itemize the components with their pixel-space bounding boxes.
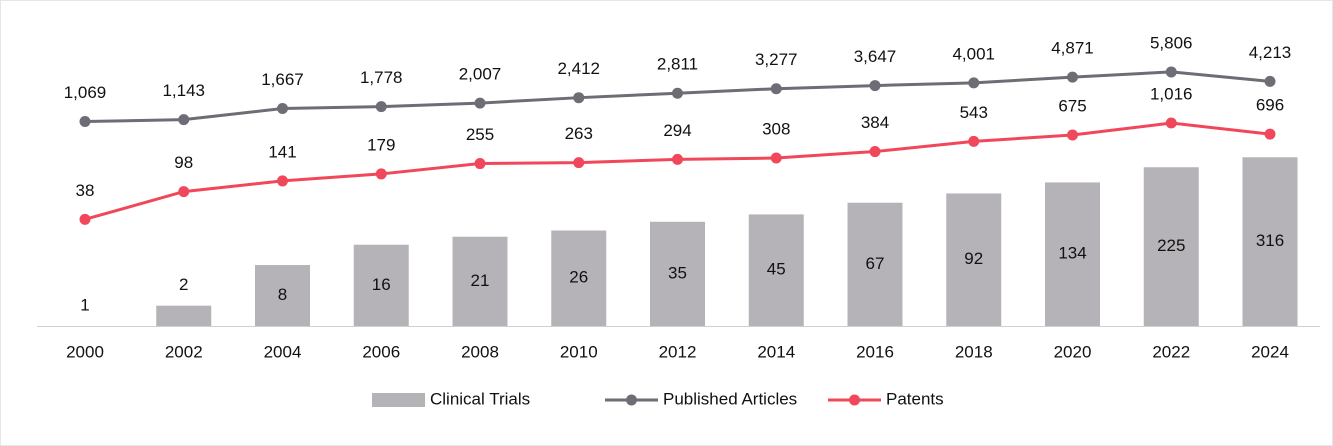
line-value-label: 384: [861, 113, 889, 132]
line-point: [672, 87, 683, 99]
line-point: [79, 116, 91, 128]
bar: [156, 305, 212, 326]
line-value-label: 4,213: [1249, 43, 1292, 62]
line-value-label: 4,001: [952, 44, 995, 63]
line-point: [1165, 117, 1177, 129]
bar-value-label: 45: [767, 260, 786, 279]
line-point: [1264, 128, 1276, 140]
x-tick-label: 2008: [461, 342, 499, 361]
line-value-label: 141: [268, 142, 296, 161]
line-point: [869, 146, 881, 158]
line-point: [178, 114, 190, 126]
line-value-label: 1,069: [64, 83, 107, 102]
line-point: [869, 80, 881, 92]
bar: [353, 244, 409, 326]
bar: [1143, 167, 1199, 326]
line-value-label: 2,007: [459, 65, 502, 84]
x-tick-label: 2014: [757, 342, 795, 361]
x-tick-label: 2002: [165, 342, 203, 361]
bar-value-label: 21: [471, 271, 490, 290]
bar: [946, 193, 1002, 326]
line-value-label: 1,143: [162, 81, 205, 100]
x-tick-label: 2012: [659, 342, 697, 361]
line-value-label: 543: [960, 103, 988, 122]
line-point: [1165, 66, 1177, 78]
line-value-label: 2,412: [557, 59, 600, 78]
line-value-label: 308: [762, 120, 790, 139]
line-point: [375, 101, 387, 113]
line-value-label: 4,871: [1051, 39, 1094, 58]
legend-marker: [849, 394, 860, 406]
line-value-label: 3,647: [854, 47, 897, 66]
x-tick-label: 2018: [955, 342, 993, 361]
bar-value-label: 8: [278, 285, 287, 304]
bar-value-label: 16: [372, 275, 391, 294]
line-point: [1067, 129, 1078, 141]
line-point: [573, 92, 585, 104]
line-point: [375, 168, 387, 180]
line-value-label: 696: [1256, 96, 1284, 115]
legend-label: Published Articles: [663, 389, 797, 408]
x-tick-label: 2004: [264, 342, 302, 361]
bar: [748, 214, 804, 326]
legend-marker: [626, 394, 637, 406]
line-value-label: 2,811: [657, 55, 698, 74]
bar: [847, 202, 903, 326]
line-value-label: 263: [565, 124, 593, 143]
legend-swatch: [372, 393, 425, 407]
bar: [551, 230, 607, 326]
x-tick-label: 2020: [1054, 342, 1092, 361]
x-tick-label: 2000: [66, 342, 104, 361]
bar: [452, 236, 508, 326]
line-value-label: 1,016: [1150, 85, 1193, 104]
line-point: [573, 157, 585, 169]
line-point: [770, 152, 782, 164]
line-value-label: 255: [466, 125, 494, 144]
line-value-label: 38: [76, 181, 95, 200]
line-value-label: 294: [663, 121, 691, 140]
bar-value-label: 134: [1058, 244, 1086, 263]
line-point: [770, 83, 782, 95]
line-point: [277, 175, 288, 187]
line-value-label: 3,277: [755, 50, 798, 69]
line-value-label: 179: [367, 135, 395, 154]
line-point: [178, 186, 190, 198]
legend-label: Clinical Trials: [430, 389, 530, 408]
line-value-label: 1,778: [360, 68, 403, 87]
bar-value-label: 26: [569, 268, 588, 287]
bar-value-label: 1: [80, 295, 89, 314]
line-value-label: 1,667: [261, 70, 304, 89]
bar-value-label: 2: [179, 275, 188, 294]
line-point: [474, 97, 486, 109]
line-point: [968, 77, 980, 89]
bar-value-label: 67: [866, 254, 885, 273]
line-point: [968, 135, 980, 147]
bar: [1045, 182, 1100, 326]
line-point: [1264, 75, 1276, 87]
x-tick-label: 2016: [856, 342, 894, 361]
line-value-label: 5,806: [1150, 33, 1193, 52]
x-tick-label: 2006: [362, 342, 400, 361]
bar: [255, 265, 310, 326]
bar: [650, 221, 705, 326]
x-tick-label: 2022: [1152, 342, 1190, 361]
line-value-label: 675: [1058, 97, 1086, 116]
line-point: [474, 158, 486, 170]
bar-value-label: 35: [668, 263, 687, 282]
line-point: [79, 213, 91, 225]
bar: [1242, 157, 1298, 326]
bar-value-label: 316: [1256, 231, 1284, 250]
x-tick-label: 2010: [560, 342, 598, 361]
line-point: [1067, 71, 1078, 83]
legend-label: Patents: [886, 389, 944, 408]
bar-value-label: 225: [1157, 236, 1185, 255]
x-tick-label: 2024: [1251, 342, 1289, 361]
line-point: [672, 153, 683, 165]
line-point: [277, 103, 288, 115]
line-value-label: 98: [174, 153, 193, 172]
bar-value-label: 92: [964, 249, 983, 268]
